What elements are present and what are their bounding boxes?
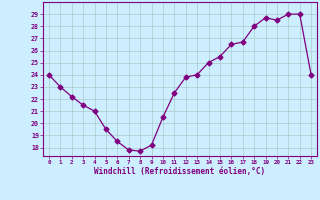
X-axis label: Windchill (Refroidissement éolien,°C): Windchill (Refroidissement éolien,°C)	[94, 167, 266, 176]
